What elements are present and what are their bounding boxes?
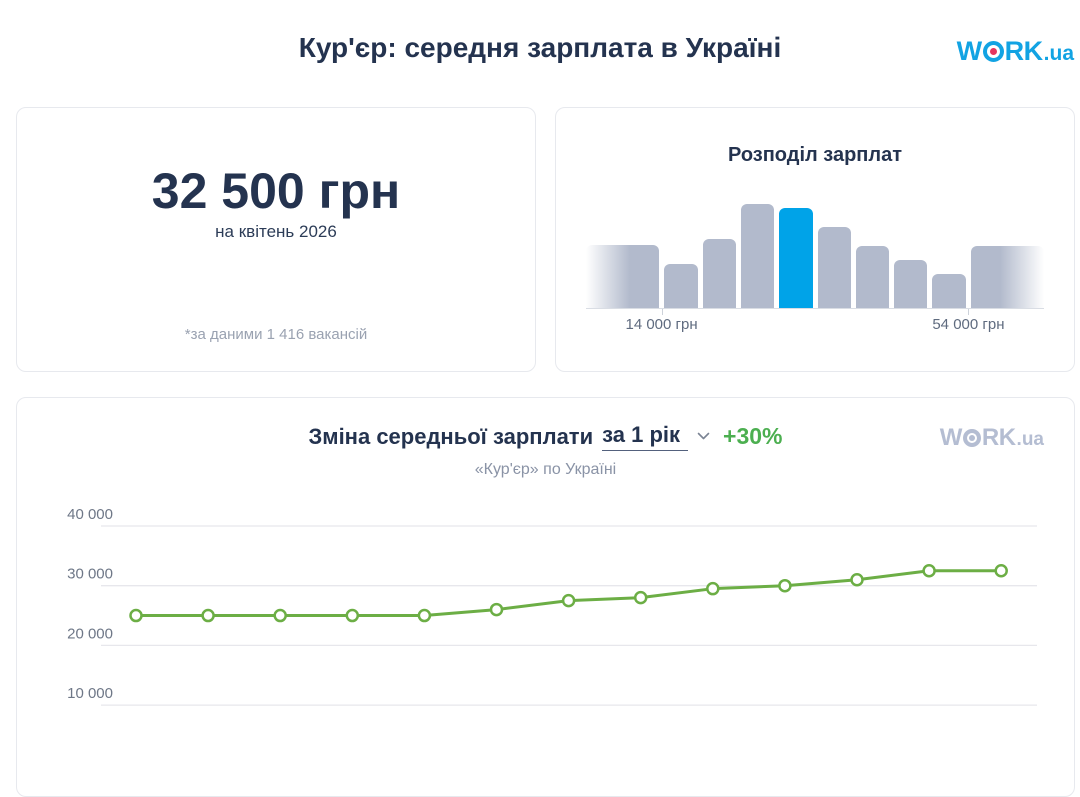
data-point-marker — [489, 602, 504, 617]
top-cards-row: 32 500 грн на квітень 2026 *за даними 1 … — [16, 107, 1075, 372]
salary-histogram: 14 000 грн 54 000 грн — [586, 204, 1045, 338]
watermark-o-icon — [962, 429, 981, 447]
workua-logo-w: W — [956, 36, 982, 66]
histogram-tick-left — [661, 309, 663, 315]
watermark-w: W — [939, 424, 963, 451]
workua-logo-dot-icon — [989, 48, 997, 55]
y-axis-tick-label: 10 000 — [67, 685, 113, 702]
histogram-tick-right — [968, 309, 970, 315]
salary-trend-line-chart: 40 000 30 000 20 000 10 000 — [67, 506, 1037, 706]
y-axis-tick-label: 20 000 — [67, 625, 113, 642]
histogram-axis-labels: 14 000 грн 54 000 грн — [586, 316, 1044, 338]
workua-logo-o-icon — [982, 41, 1004, 62]
data-point-marker — [561, 593, 576, 608]
data-point-marker — [201, 608, 215, 623]
data-point-marker — [129, 608, 143, 623]
histogram-min-label: 14 000 грн — [625, 316, 698, 333]
data-point-marker — [633, 590, 648, 605]
data-point-marker — [994, 564, 1008, 578]
histogram-bar-highlighted — [779, 208, 813, 308]
data-point-marker — [922, 564, 936, 578]
watermark-ua: .ua — [1016, 429, 1044, 450]
vacancies-footnote: *за даними 1 416 вакансій — [184, 326, 368, 343]
histogram-bar — [817, 226, 851, 308]
distribution-title: Розподіл зарплат — [727, 144, 902, 166]
y-axis-tick-label: 30 000 — [67, 566, 113, 583]
histogram-bar — [970, 245, 1045, 308]
workua-watermark-logo: W RK .ua — [940, 424, 1044, 452]
data-point-marker — [273, 608, 287, 623]
average-salary-value: 32 500 грн — [151, 163, 401, 219]
histogram-max-label: 54 000 грн — [932, 316, 1005, 333]
data-point-marker — [417, 608, 432, 623]
histogram-bar — [855, 245, 890, 308]
page-title: Кур'єр: середня зарплата в Україні — [298, 32, 782, 63]
data-point-marker — [778, 578, 792, 593]
histogram-bar — [702, 239, 736, 308]
histogram-axis — [586, 308, 1044, 315]
watermark-dot-icon — [968, 435, 975, 441]
trend-title-prefix: Зміна середньої зарплати — [308, 423, 594, 449]
histogram-bar — [586, 244, 660, 308]
histogram-bar — [664, 264, 698, 308]
y-axis-tick-label: 40 000 — [67, 506, 113, 523]
workua-logo-rk: RK — [1004, 36, 1044, 66]
histogram-bar — [894, 260, 928, 308]
salary-period: на квітень 2026 — [215, 222, 337, 241]
data-point-marker — [706, 581, 720, 596]
salary-change-percent: +30% — [723, 423, 783, 449]
period-selector-dropdown[interactable]: за 1 рік — [602, 422, 689, 451]
page-header: Кур'єр: середня зарплата в Україні W RK … — [0, 0, 1080, 107]
histogram-bar — [740, 204, 775, 308]
salary-trend-card: Зміна середньої зарплати за 1 рік +30% W… — [16, 397, 1075, 797]
trend-line — [136, 569, 1002, 618]
workua-logo-ua: .ua — [1043, 42, 1074, 65]
trend-subtitle: «Кур'єр» по Україні — [474, 461, 617, 478]
average-salary-card: 32 500 грн на квітень 2026 *за даними 1 … — [16, 107, 536, 372]
watermark-rk: RK — [981, 424, 1016, 451]
data-point-marker — [345, 608, 360, 623]
salary-distribution-card: Розподіл зарплат 14 000 грн 54 000 грн — [555, 107, 1075, 372]
histogram-bar — [932, 273, 966, 308]
histogram-bars — [586, 204, 1045, 308]
workua-logo[interactable]: W RK .ua — [957, 36, 1074, 67]
data-point-marker — [850, 572, 864, 587]
trend-title: Зміна середньої зарплати за 1 рік +30% — [17, 422, 1074, 451]
chevron-down-icon[interactable] — [697, 432, 710, 441]
